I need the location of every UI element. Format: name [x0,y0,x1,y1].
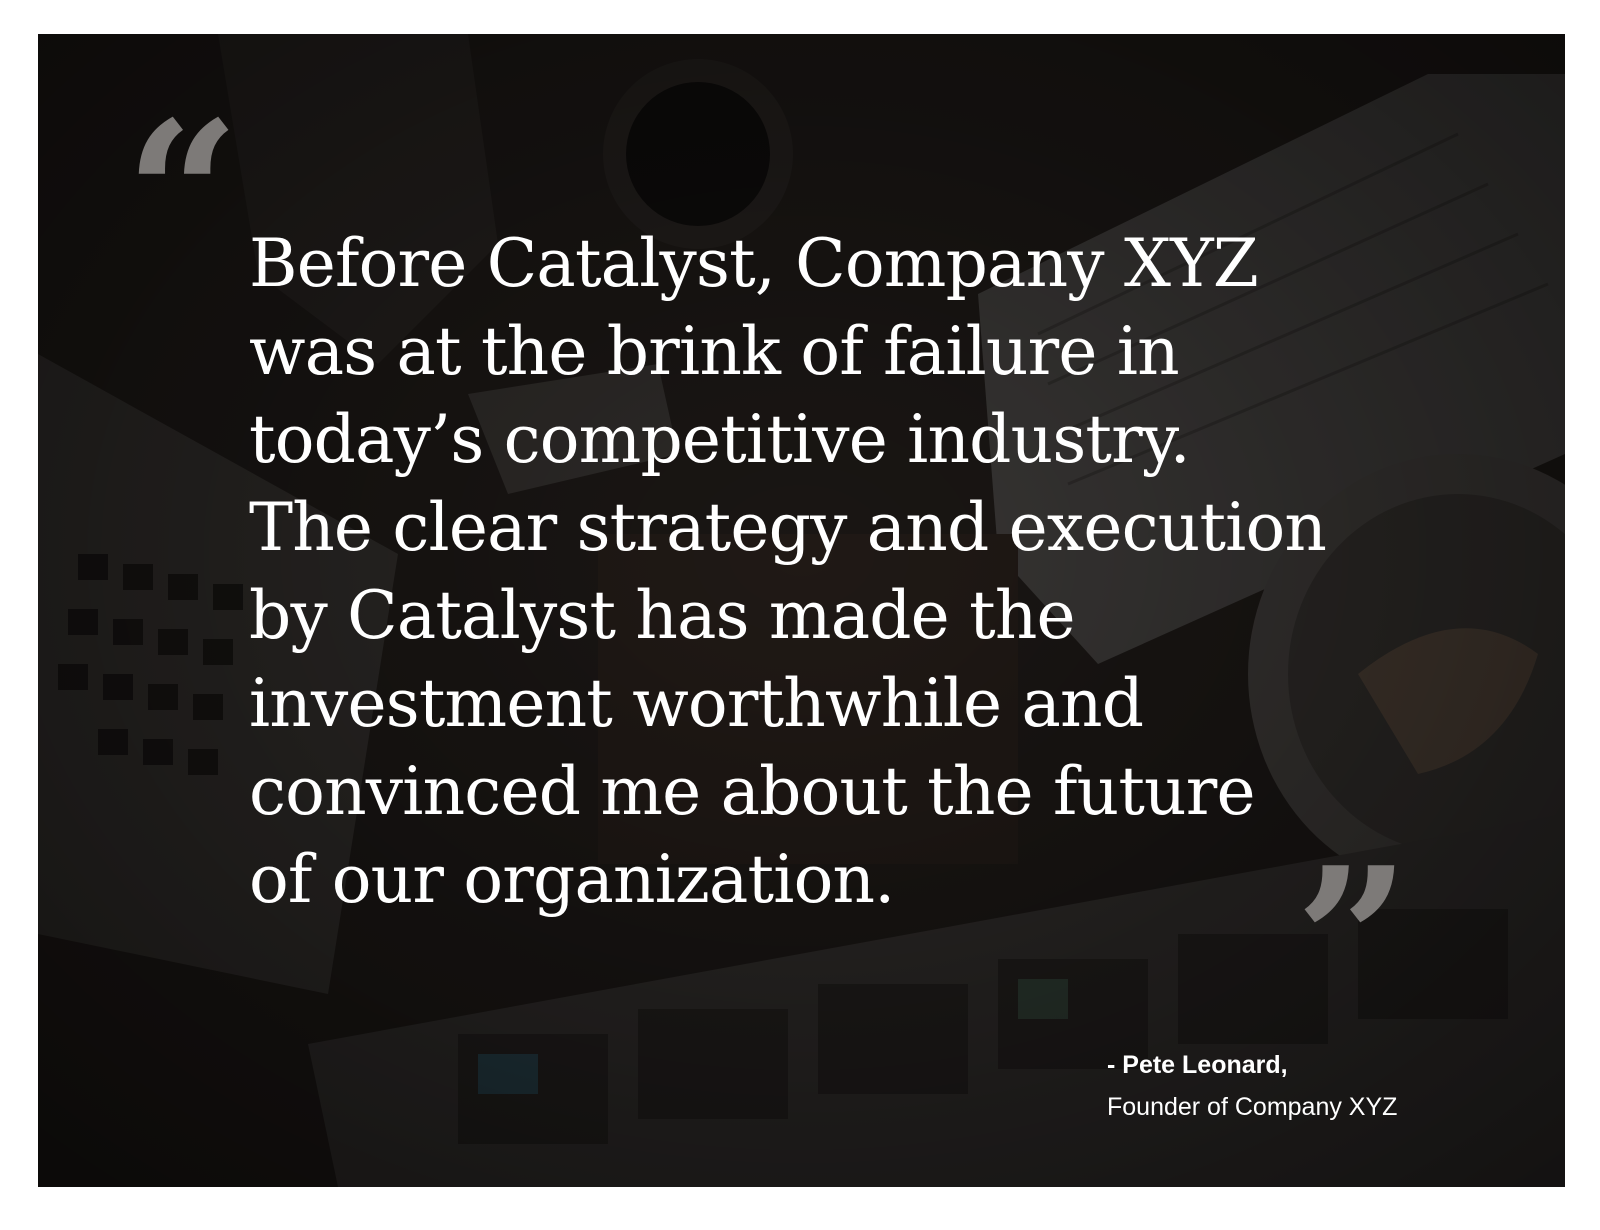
quote-line: was at the brink of failure in [249,313,1180,390]
author-name: - Pete Leonard, [1107,1051,1288,1079]
close-quote-icon: ” [1295,824,1411,1059]
background-desk-photo [38,34,1565,1187]
testimonial-card: “ Before Catalyst, Company XYZ was at th… [38,34,1565,1187]
quote-line: of our organization. [249,841,895,918]
author-title: Founder of Company XYZ [1107,1093,1398,1121]
quote-line: The clear strategy and execution [249,489,1327,566]
quote-line: today’s competitive industry. [249,401,1191,478]
quote-line: convinced me about the future [249,753,1256,830]
quote-line: by Catalyst has made the [249,577,1076,654]
open-quote-icon: “ [125,78,241,313]
attribution: - Pete Leonard, Founder of Company XYZ [1107,1044,1397,1128]
quote-line: Before Catalyst, Company XYZ [249,225,1259,302]
testimonial-quote: Before Catalyst, Company XYZ was at the … [249,220,1327,924]
quote-line: investment worthwhile and [249,665,1144,742]
